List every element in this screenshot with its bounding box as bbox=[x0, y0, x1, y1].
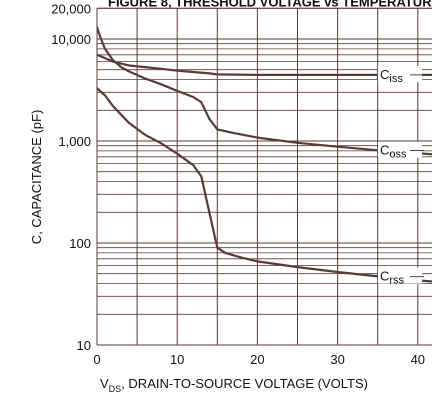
series-label-coss: Coss bbox=[380, 142, 407, 160]
x-axis-ticks: 01020304050 bbox=[93, 352, 425, 367]
series-label-bg bbox=[378, 267, 422, 284]
series-line-crss bbox=[97, 86, 432, 283]
x-axis-label-text: , DRAIN-TO-SOURCE VOLTAGE (VOLTS) bbox=[121, 376, 368, 391]
series-label-crss: Crss bbox=[380, 269, 405, 287]
x-axis-label-prefix: V bbox=[100, 376, 109, 391]
x-axis-label: VDS, DRAIN-TO-SOURCE VOLTAGE (VOLTS) bbox=[100, 376, 368, 394]
y-axis-label: C, CAPACITANCE (pF) bbox=[29, 110, 44, 245]
x-tick-label: 0 bbox=[93, 352, 100, 367]
series-labels: Ciss Coss Crss bbox=[378, 65, 424, 287]
series-label-bg bbox=[378, 141, 422, 158]
series-line-coss bbox=[97, 26, 432, 156]
y-tick-label: 100 bbox=[69, 236, 91, 251]
y-tick-label: 10 bbox=[77, 338, 91, 353]
x-tick-label: 30 bbox=[330, 352, 344, 367]
x-tick-label: 40 bbox=[411, 352, 425, 367]
chart-title: FIGURE 8, THRESHOLD VOLTAGE vs TEMPERATU… bbox=[108, 0, 432, 9]
y-tick-label: 1,000 bbox=[58, 134, 91, 149]
x-axis-label-subscript: DS bbox=[109, 384, 122, 394]
series-label-bg bbox=[378, 65, 422, 82]
x-tick-label: 10 bbox=[170, 352, 184, 367]
y-axis-ticks: 10 100 1,000 10,000 20,000 bbox=[51, 1, 91, 353]
y-tick-label: 20,000 bbox=[51, 1, 91, 16]
series-label-ciss: Ciss bbox=[380, 67, 403, 85]
x-tick-label: 20 bbox=[250, 352, 264, 367]
y-tick-label: 10,000 bbox=[51, 32, 91, 47]
grid bbox=[96, 7, 432, 346]
